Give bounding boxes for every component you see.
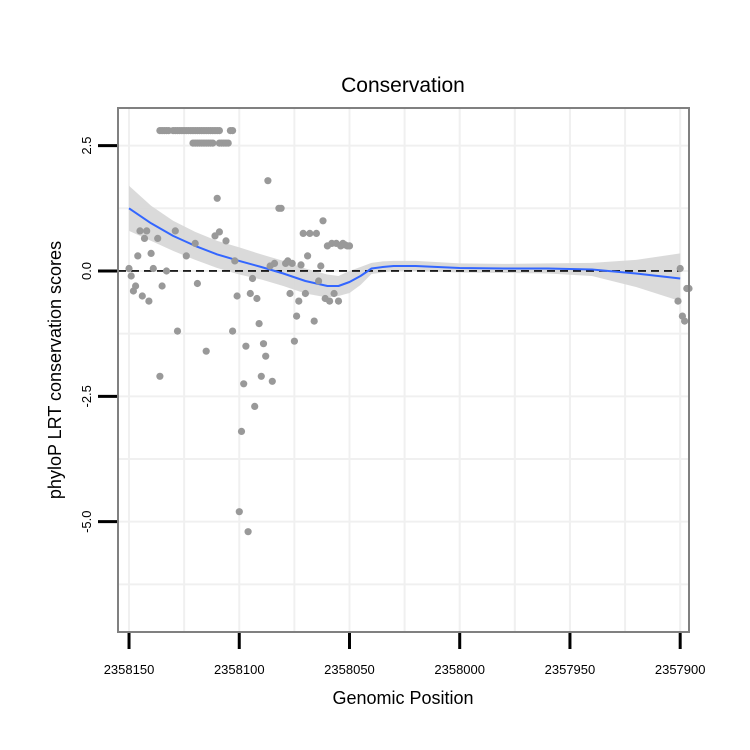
data-point [288, 259, 296, 267]
x-tick-label: 2357900 [655, 662, 706, 677]
loess-smooth-line [128, 207, 681, 287]
data-point [191, 239, 199, 247]
data-point [171, 227, 179, 235]
data-point [299, 229, 307, 237]
x-tick-label: 2358000 [434, 662, 485, 677]
data-point [310, 317, 318, 325]
data-point [304, 252, 312, 260]
data-point [202, 347, 210, 355]
data-point [681, 317, 689, 325]
data-point [145, 297, 153, 305]
data-point [182, 252, 190, 260]
data-point [246, 289, 254, 298]
data-point [315, 277, 323, 285]
x-axis-label: Genomic Position [332, 688, 473, 708]
x-tick-label: 2357950 [545, 662, 596, 677]
chart-title: Conservation [341, 74, 465, 97]
data-point [334, 297, 343, 305]
data-point [286, 289, 294, 298]
x-axis: 2358150 2358100 2358050 2358000 2357950 23579… [104, 633, 706, 677]
data-point [231, 257, 239, 265]
data-point [297, 261, 305, 269]
grid-lines [118, 108, 689, 632]
x-tick-label: 2358150 [104, 662, 155, 677]
data-point [264, 177, 272, 185]
data-point [242, 342, 250, 350]
data-point [326, 297, 334, 305]
data-point [301, 289, 309, 298]
data-point [257, 372, 265, 380]
data-point [132, 282, 140, 290]
y-tick-label: 0.0 [79, 262, 94, 280]
data-point [244, 528, 252, 536]
data-point [270, 259, 279, 267]
data-point [156, 372, 164, 380]
data-point [138, 292, 146, 300]
data-point [306, 229, 314, 237]
data-point [154, 234, 162, 242]
data-point [193, 279, 201, 288]
data-point [277, 204, 285, 212]
data-points [125, 127, 693, 536]
data-point [149, 264, 157, 273]
data-point [213, 194, 221, 202]
data-point [224, 139, 232, 147]
data-point [162, 267, 171, 275]
data-point [317, 262, 325, 270]
data-point [209, 139, 217, 147]
data-point [143, 227, 151, 235]
data-point [127, 272, 135, 280]
data-point [319, 217, 327, 225]
y-axis: 2.5 0.0 -2.5 -5.0 [79, 137, 117, 533]
data-point [233, 292, 241, 300]
data-point [147, 249, 155, 257]
data-point [240, 380, 248, 388]
data-point [140, 234, 149, 242]
data-point [237, 427, 246, 435]
data-point [262, 352, 270, 360]
data-point [125, 264, 133, 273]
data-point [215, 228, 223, 236]
data-point [674, 297, 682, 305]
data-point [330, 289, 338, 298]
data-point [136, 227, 144, 235]
data-point [173, 327, 182, 335]
data-point [229, 327, 237, 335]
data-point [251, 402, 259, 410]
data-point [312, 229, 320, 237]
data-point [293, 312, 301, 320]
data-point [255, 320, 263, 328]
data-point [259, 340, 268, 348]
data-point [229, 127, 237, 135]
data-point [290, 337, 298, 345]
data-point [222, 237, 230, 245]
data-point [215, 127, 223, 135]
y-tick-label: -2.5 [79, 385, 94, 407]
confidence-band-layer [129, 185, 681, 302]
data-point [235, 508, 243, 516]
data-point [253, 294, 261, 303]
y-axis-label: phyloP LRT conservation scores [45, 241, 65, 499]
smooth-line-layer [118, 207, 681, 287]
data-point [345, 242, 354, 250]
data-point [295, 297, 303, 305]
confidence-band [129, 185, 681, 302]
data-point [158, 282, 166, 290]
panel-border [117, 107, 690, 633]
data-point [268, 377, 276, 385]
data-point [676, 264, 684, 273]
y-tick-label: 2.5 [79, 137, 94, 155]
data-point [248, 274, 257, 283]
data-point [134, 252, 142, 260]
x-tick-label: 2358100 [214, 662, 265, 677]
x-tick-label: 2358050 [324, 662, 375, 677]
y-tick-label: -5.0 [79, 510, 94, 532]
